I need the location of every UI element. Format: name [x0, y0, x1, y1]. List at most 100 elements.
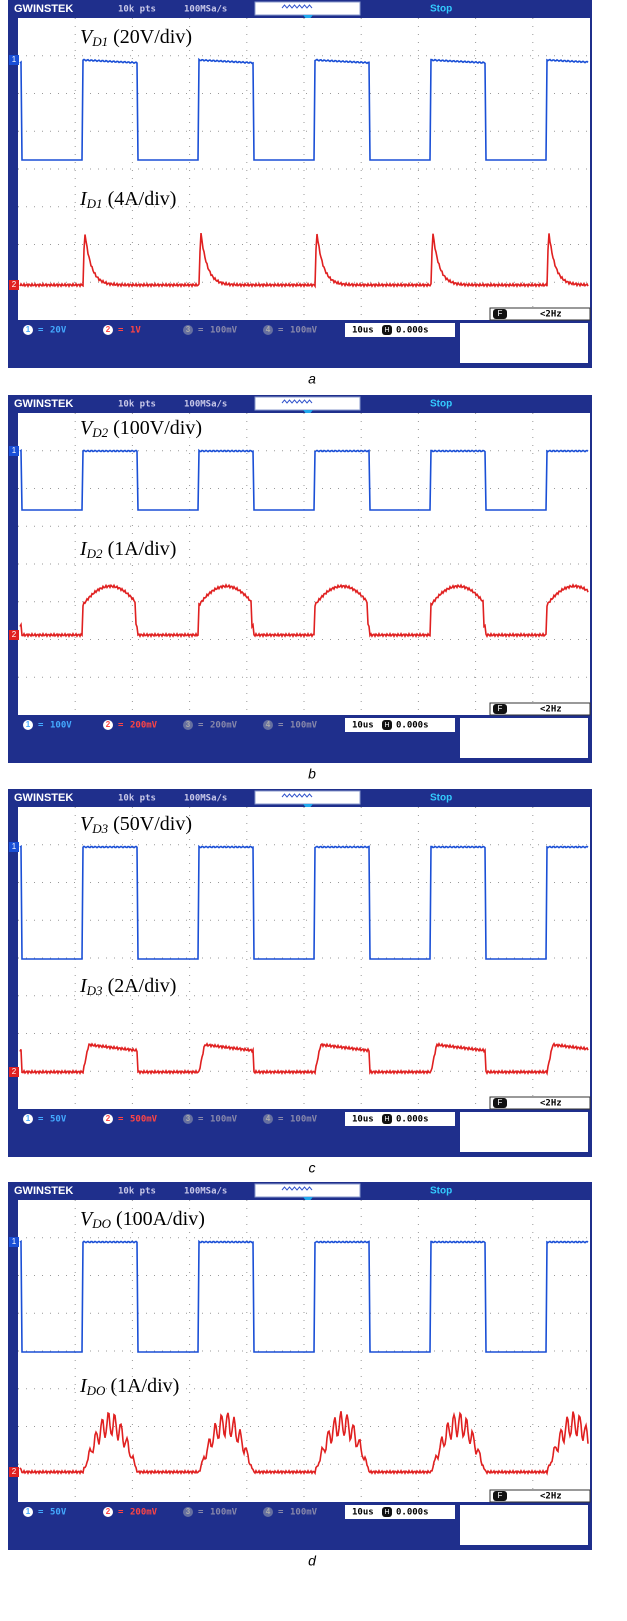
label-subscript: DO	[86, 1383, 106, 1398]
trigger-icon: F	[498, 1491, 503, 1500]
memory-bar	[255, 791, 360, 804]
sample-rate: 100MSa/s	[184, 794, 227, 804]
points: 10k pts	[118, 1187, 156, 1197]
channel-marker-label: 2	[12, 1067, 17, 1076]
channel-coupling: =	[278, 721, 284, 731]
channel-scale: 100mV	[290, 1115, 318, 1125]
channel-scale: 100mV	[210, 1508, 238, 1518]
label-scale: (1A/div)	[108, 538, 177, 560]
channel-scale: 200mV	[130, 1508, 158, 1518]
channel-scale: 200mV	[130, 721, 158, 731]
channel-scale: 100mV	[210, 326, 238, 336]
position: 0.000s	[396, 326, 429, 336]
h-icon: H	[384, 1116, 389, 1123]
channel-marker-label: 2	[12, 280, 17, 289]
channel-number: 3	[186, 325, 191, 334]
sample-rate: 100MSa/s	[184, 5, 227, 15]
position: 0.000s	[396, 1115, 429, 1125]
label-subscript: D1	[86, 196, 103, 211]
channel-number: 1	[26, 1507, 31, 1516]
info-box	[460, 1112, 588, 1152]
run-state: Stop	[430, 1186, 452, 1197]
channel-number: 4	[266, 325, 271, 334]
channel-scale: 1V	[130, 326, 141, 336]
channel-coupling: =	[118, 1508, 124, 1518]
caption: a	[308, 371, 316, 387]
channel-coupling: =	[278, 1508, 284, 1518]
label-scale: (100A/div)	[116, 1208, 205, 1230]
label-scale: (2A/div)	[108, 975, 177, 997]
channel-number: 3	[186, 1507, 191, 1516]
h-icon: H	[384, 1509, 389, 1516]
channel-number: 3	[186, 720, 191, 729]
label-scale: (100V/div)	[113, 417, 202, 439]
info-box	[460, 1505, 588, 1545]
timebase: 10us	[352, 1115, 374, 1125]
channel-number: 2	[106, 325, 111, 334]
channel-scale: 100mV	[290, 326, 318, 336]
run-state: Stop	[430, 793, 452, 804]
channel-number: 2	[106, 1114, 111, 1123]
channel-number: 2	[106, 1507, 111, 1516]
label-subscript: D2	[86, 546, 103, 561]
position: 0.000s	[396, 1508, 429, 1518]
channel-marker-label: 2	[12, 630, 17, 639]
info-box	[460, 323, 588, 363]
channel-scale: 100V	[50, 721, 72, 731]
caption: c	[309, 1160, 316, 1176]
channel-number: 1	[26, 720, 31, 729]
trigger-icon: F	[498, 309, 503, 318]
memory-bar	[255, 397, 360, 410]
memory-bar	[255, 1184, 360, 1197]
channel-marker-label: 1	[12, 1237, 17, 1246]
figure: GWINSTEK10k pts100MSa/sStop12VD1(20V/div…	[0, 0, 627, 1616]
trigger-freq: <2Hz	[540, 1099, 562, 1109]
channel-scale: 500mV	[130, 1115, 158, 1125]
channel-scale: 100mV	[210, 1115, 238, 1125]
scope-panel: GWINSTEK10k pts100MSa/sStop12VD1(20V/div…	[8, 0, 592, 387]
brand: GWINSTEK	[14, 792, 73, 804]
trigger-icon: F	[498, 704, 503, 713]
trigger-freq: <2Hz	[540, 705, 562, 715]
channel-coupling: =	[278, 1115, 284, 1125]
channel-scale: 100mV	[290, 1508, 318, 1518]
points: 10k pts	[118, 794, 156, 804]
channel-number: 3	[186, 1114, 191, 1123]
points: 10k pts	[118, 400, 156, 410]
channel-number: 4	[266, 1507, 271, 1516]
position: 0.000s	[396, 721, 429, 731]
channel-marker-label: 1	[12, 55, 17, 64]
label-scale: (1A/div)	[110, 1375, 179, 1397]
brand: GWINSTEK	[14, 398, 73, 410]
timebase: 10us	[352, 1508, 374, 1518]
channel-coupling: =	[118, 1115, 124, 1125]
channel-coupling: =	[198, 1508, 204, 1518]
channel-scale: 200mV	[210, 721, 238, 731]
sample-rate: 100MSa/s	[184, 1187, 227, 1197]
trigger-freq: <2Hz	[540, 310, 562, 320]
caption: d	[308, 1553, 317, 1569]
timebase: 10us	[352, 721, 374, 731]
caption: b	[308, 766, 316, 782]
channel-number: 1	[26, 325, 31, 334]
label-subscript: D2	[91, 425, 108, 440]
channel-coupling: =	[38, 1508, 44, 1518]
channel-coupling: =	[198, 721, 204, 731]
label-scale: (50V/div)	[113, 813, 192, 835]
channel-scale: 100mV	[290, 721, 318, 731]
channel-scale: 50V	[50, 1508, 67, 1518]
memory-bar	[255, 2, 360, 15]
label-scale: (4A/div)	[108, 188, 177, 210]
run-state: Stop	[430, 4, 452, 15]
brand: GWINSTEK	[14, 3, 73, 15]
channel-scale: 50V	[50, 1115, 67, 1125]
h-icon: H	[384, 722, 389, 729]
channel-coupling: =	[118, 721, 124, 731]
channel-scale: 20V	[50, 326, 67, 336]
channel-coupling: =	[198, 1115, 204, 1125]
sample-rate: 100MSa/s	[184, 400, 227, 410]
brand: GWINSTEK	[14, 1185, 73, 1197]
channel-marker-label: 2	[12, 1467, 17, 1476]
run-state: Stop	[430, 399, 452, 410]
